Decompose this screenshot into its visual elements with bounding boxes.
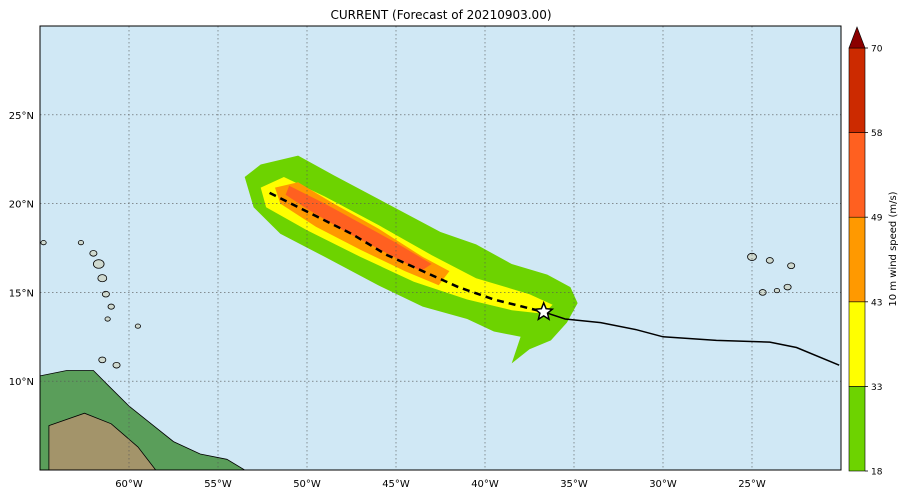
latitude-tick-labels: 10°N 15°N 20°N 25°N — [9, 111, 34, 388]
colorbar-segment-49 — [848, 132, 866, 218]
colorbar-segment-58 — [848, 47, 866, 133]
colorbar-segment-18 — [848, 386, 866, 472]
observed-track-line — [543, 311, 840, 366]
land-area-1 — [48, 412, 157, 470]
lon-tick-label-60: 60°W — [115, 479, 143, 490]
island-1 — [107, 303, 115, 310]
island-10 — [40, 240, 47, 246]
lon-tick-label-50: 50°W — [293, 479, 321, 490]
wind-swath-layer — [244, 155, 578, 364]
wind-swath-49 — [285, 185, 432, 272]
longitude-tick-labels: 60°W 55°W 50°W 45°W 40°W 35°W 30°W 25°W — [115, 479, 766, 490]
colorbar-tick-label-43: 43 — [871, 298, 882, 308]
island-16 — [773, 288, 780, 294]
colorbar-tick-label-49: 49 — [871, 214, 883, 224]
island-14 — [783, 283, 792, 291]
colorbar-label: 10 m wind speed (m/s) — [888, 191, 899, 306]
grid-lines — [40, 26, 841, 470]
island-7 — [134, 323, 141, 329]
colorbar-tick-label-70: 70 — [871, 45, 883, 55]
island-11 — [747, 252, 757, 261]
island-13 — [787, 262, 796, 270]
island-9 — [112, 361, 121, 369]
island-6 — [77, 240, 85, 246]
lat-tick-label-15: 15°N — [9, 288, 34, 299]
lon-tick-label-30: 30°W — [649, 479, 677, 490]
figure-title: CURRENT (Forecast of 20210903.00) — [330, 8, 551, 22]
island-3 — [97, 274, 108, 283]
lon-tick-label-45: 45°W — [382, 479, 410, 490]
island-15 — [758, 289, 767, 296]
lat-tick-label-10: 10°N — [9, 377, 34, 388]
lat-tick-label-25: 25°N — [9, 111, 34, 122]
island-12 — [765, 257, 774, 264]
island-5 — [89, 250, 98, 257]
lat-tick-label-20: 20°N — [9, 200, 34, 211]
forecast-track-line — [269, 191, 544, 314]
lon-tick-label-35: 35°W — [560, 479, 588, 490]
lon-tick-label-40: 40°W — [471, 479, 499, 490]
colorbar-tick-label-58: 58 — [871, 129, 883, 139]
island-8 — [98, 356, 107, 364]
lon-tick-label-25: 25°W — [738, 479, 766, 490]
lon-tick-label-55: 55°W — [204, 479, 232, 490]
current-position-star-icon — [533, 300, 555, 321]
colorbar-tick-label-33: 33 — [871, 383, 882, 393]
colorbar-segment-43 — [848, 216, 866, 303]
island-2 — [101, 290, 110, 298]
colorbar-tick-label-18: 18 — [871, 468, 883, 478]
colorbar-extend-arrow — [848, 26, 866, 49]
land-layer — [40, 370, 246, 470]
colorbar-segment-33 — [848, 301, 866, 387]
island-0 — [104, 316, 111, 322]
island-4 — [92, 259, 105, 269]
colorbar: 18 33 43 49 58 70 — [848, 26, 883, 478]
islands-layer — [40, 240, 796, 369]
storm-track-layer — [269, 191, 840, 366]
map-frame — [39, 25, 842, 471]
